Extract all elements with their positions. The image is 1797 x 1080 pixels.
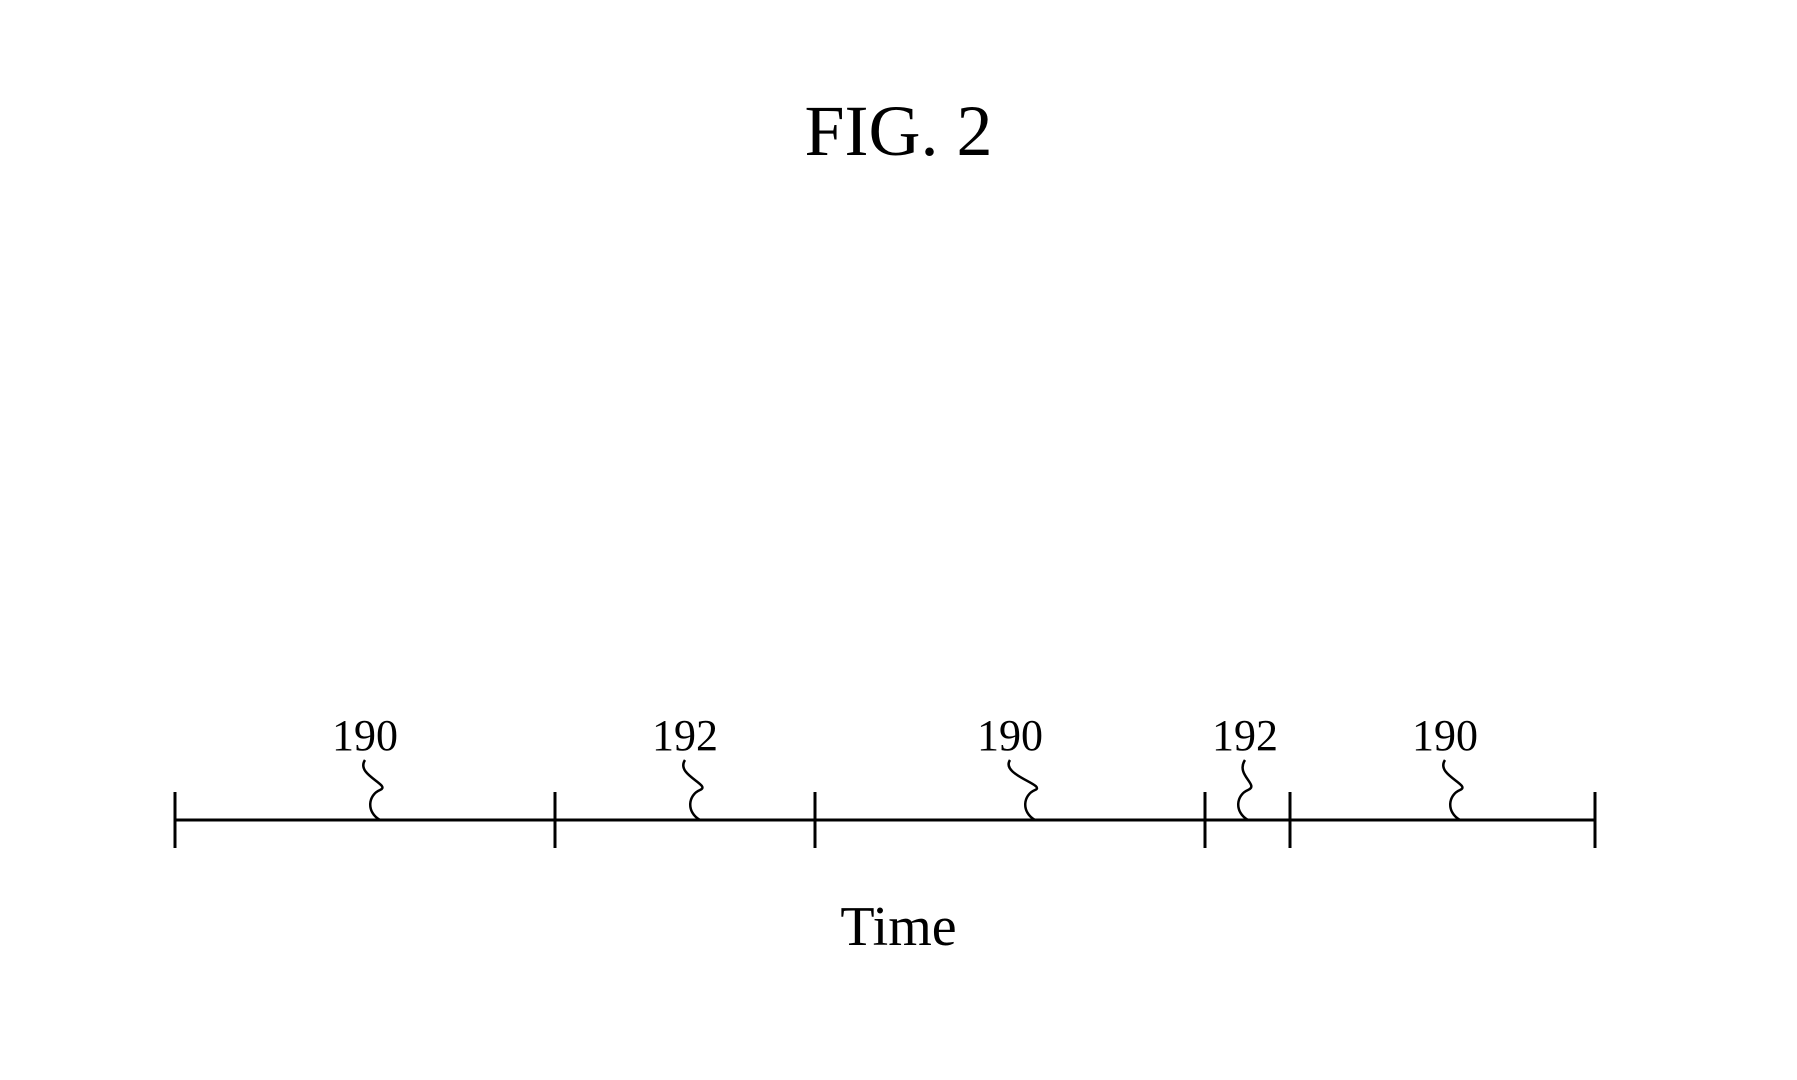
- segment-label-3: 192: [1212, 711, 1278, 760]
- leader-line-3: [1238, 760, 1251, 820]
- timeline-diagram: 190 192 190 192 190: [0, 0, 1797, 1080]
- leader-line-2: [1009, 760, 1037, 820]
- leader-line-4: [1443, 760, 1462, 820]
- segment-label-4: 190: [1412, 711, 1478, 760]
- leader-line-1: [683, 760, 702, 820]
- segment-label-1: 192: [652, 711, 718, 760]
- segment-label-2: 190: [977, 711, 1043, 760]
- leader-line-0: [363, 760, 382, 820]
- segment-label-0: 190: [332, 711, 398, 760]
